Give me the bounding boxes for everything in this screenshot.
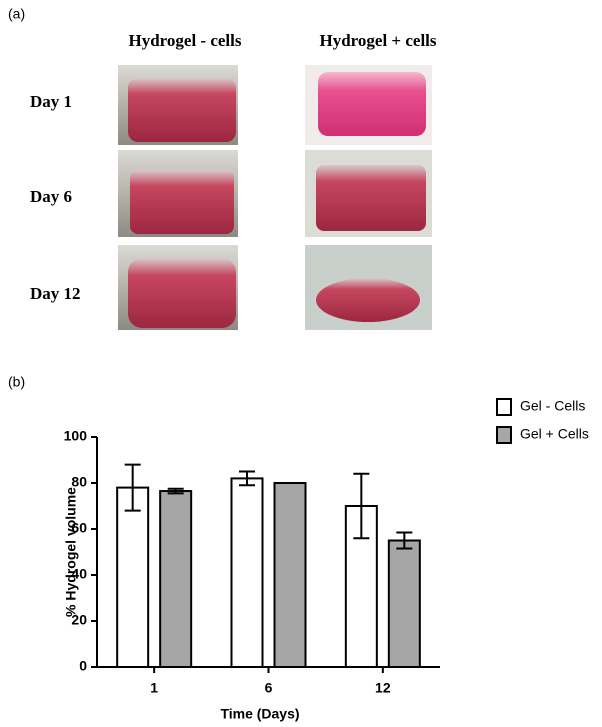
x-tick-label: 6 [265, 680, 273, 696]
column-header: Hydrogel - cells [129, 31, 242, 50]
row-label: Day 1 [30, 92, 72, 111]
y-axis-label: % Hydrogel volume [63, 487, 79, 617]
y-tick-label: 60 [71, 520, 87, 536]
legend-label: Gel - Cells [520, 398, 585, 414]
panel-label: (a) [8, 6, 25, 22]
x-axis-label: Time (Days) [220, 706, 299, 722]
bar [230, 477, 264, 668]
y-tick-label: 20 [71, 612, 87, 628]
y-tick-label: 40 [71, 566, 87, 582]
error-bar [239, 470, 255, 487]
photos [118, 65, 432, 330]
x-tick-label: 12 [375, 680, 391, 696]
row-label: Day 6 [30, 187, 72, 206]
bar [344, 505, 378, 668]
y-tick-label: 100 [64, 428, 88, 444]
legend-label: Gel + Cells [520, 426, 589, 442]
bar [159, 490, 193, 668]
error-bar [124, 463, 141, 512]
legend-swatch [496, 426, 512, 444]
panel-label: (b) [8, 374, 25, 390]
legend-swatch [496, 398, 512, 416]
y-tick-label: 80 [71, 474, 87, 490]
y-tick-label: 0 [79, 658, 87, 674]
bar [387, 539, 421, 668]
column-header: Hydrogel + cells [319, 31, 436, 50]
error-bar [167, 487, 184, 495]
error-bar [353, 472, 370, 540]
row-label: Day 12 [30, 284, 81, 303]
bar [116, 486, 150, 668]
bar [273, 482, 307, 668]
error-bar [396, 531, 413, 550]
x-tick-label: 1 [150, 680, 158, 696]
